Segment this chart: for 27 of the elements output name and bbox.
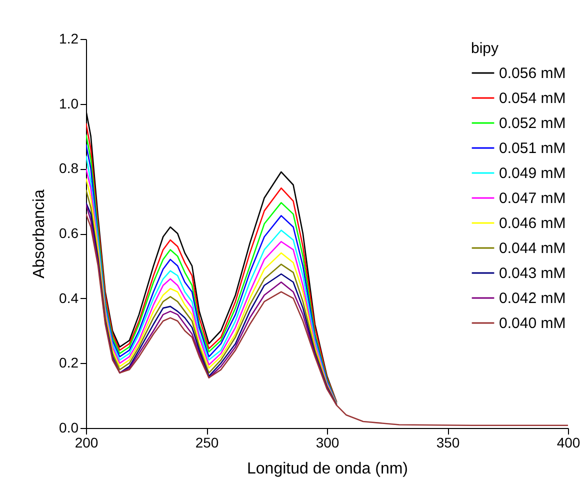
x-tick-label: 400 [556, 434, 580, 450]
y-tick-label: 0.0 [59, 420, 79, 436]
legend-title: bipy [471, 40, 500, 57]
legend-label: 0.044 mM [499, 240, 566, 257]
legend-label: 0.051 mM [499, 140, 566, 157]
y-tick-label: 1.0 [59, 95, 79, 112]
line-series [86, 213, 568, 426]
y-tick-label: 0.6 [59, 225, 79, 241]
x-tick-label: 350 [436, 434, 460, 450]
legend-label: 0.056 mM [499, 65, 566, 82]
legend-label: 0.054 mM [499, 90, 566, 107]
y-tick-label: 0.2 [59, 354, 79, 371]
x-tick-label: 300 [316, 434, 340, 450]
x-axis-title: Longitud de onda (nm) [247, 460, 408, 478]
y-tick-label: 0.8 [59, 160, 79, 176]
legend-label: 0.047 mM [499, 190, 566, 207]
x-tick-label: 200 [74, 434, 98, 450]
legend-label: 0.040 mM [499, 315, 566, 332]
x-tick-label: 250 [195, 434, 219, 450]
legend-label: 0.042 mM [499, 290, 566, 307]
legend-label: 0.043 mM [499, 265, 566, 282]
legend-label: 0.046 mM [499, 215, 566, 232]
legend-label: 0.049 mM [499, 165, 566, 182]
legend-label: 0.052 mM [499, 115, 566, 132]
y-axis-title: Absorbancia [31, 189, 48, 278]
y-tick-label: 0.4 [59, 290, 79, 306]
y-tick-label: 1.2 [59, 30, 79, 46]
